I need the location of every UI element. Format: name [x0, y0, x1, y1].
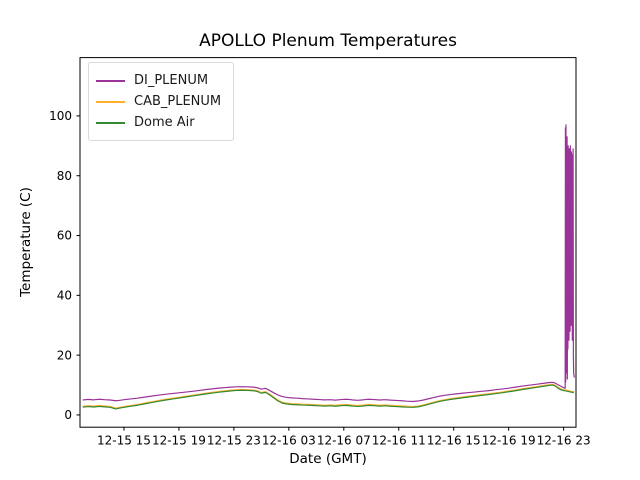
y-tick-label: 0: [64, 408, 72, 422]
y-tick-label: 100: [49, 109, 72, 123]
x-tick-label: 12-16 23: [537, 434, 591, 448]
x-tick-label: 12-16 03: [262, 434, 316, 448]
x-tick-label: 12-15 15: [97, 434, 151, 448]
y-tick-label: 80: [57, 169, 72, 183]
series-line-cab-plenum: [82, 383, 575, 409]
legend-item: DI_PLENUM: [96, 70, 225, 91]
legend-line-sample-dome-air: [96, 121, 125, 124]
chart-title: APOLLO Plenum Temperatures: [199, 31, 457, 51]
x-tick-label: 12-16 19: [482, 434, 536, 448]
axes-frame: [79, 57, 577, 428]
legend-item-label: DI_PLENUM: [134, 73, 209, 88]
legend-item-label: CAB_PLENUM: [134, 94, 222, 109]
x-tick-label: 12-16 11: [372, 434, 426, 448]
x-tick-label: 12-15 23: [207, 434, 261, 448]
x-tick-label: 12-15 19: [152, 434, 206, 448]
x-axis-label: Date (GMT): [289, 451, 367, 467]
legend-item: CAB_PLENUM: [96, 91, 225, 112]
x-tick-label: 12-16 15: [427, 434, 481, 448]
series-line-dome-air: [82, 384, 575, 410]
y-tick-label: 20: [57, 348, 72, 362]
legend-line-sample-di-plenum: [96, 79, 125, 82]
legend-item-label: Dome Air: [134, 115, 195, 130]
y-tick-label: 60: [57, 229, 72, 243]
legend-line-sample-cab-plenum: [96, 100, 125, 103]
legend: DI_PLENUM CAB_PLENUM Dome Air: [88, 62, 234, 141]
y-tick-label: 40: [57, 289, 72, 303]
x-tick-label: 12-16 07: [317, 434, 371, 448]
legend-item: Dome Air: [96, 112, 225, 133]
series-line-di-plenum: [82, 124, 575, 403]
y-axis-label: Temperature (C): [18, 187, 34, 297]
